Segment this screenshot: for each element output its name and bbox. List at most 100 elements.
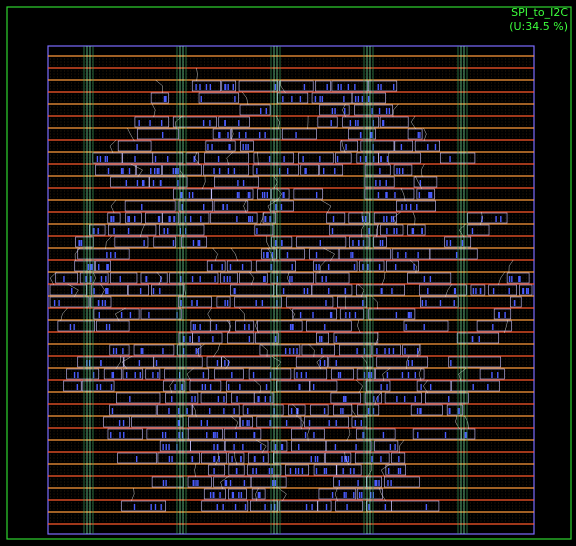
wire [100,283,105,298]
design-name: SPI_to_I2C [511,6,568,19]
wire [297,415,304,430]
cell [238,80,279,92]
wire [445,283,453,298]
cell [348,212,370,224]
cell [365,380,391,392]
cell [89,224,106,236]
cell [331,368,354,380]
wire [207,307,212,322]
wire [255,319,259,334]
cell [96,320,130,332]
cell [109,404,157,416]
cell [286,296,334,308]
cell [467,212,508,224]
cell [339,344,372,356]
wire [342,103,346,118]
cell [292,308,337,320]
cell [210,212,258,224]
wire [226,319,231,334]
cell [493,308,512,320]
cell [136,164,162,176]
cell [145,212,163,224]
cell [107,428,143,440]
cell [216,296,231,308]
cell [313,260,358,272]
cell [451,380,500,392]
cell [285,464,309,476]
wire [420,163,425,178]
wire [287,271,291,286]
cell [164,368,210,380]
wire [253,379,262,394]
core-boundary [47,45,535,535]
cell [293,368,328,380]
wire [406,355,410,370]
cell [373,212,397,224]
cell [295,356,329,368]
cell [228,464,245,476]
wire [392,211,401,226]
cell [204,152,249,164]
wire [255,439,267,454]
cell [356,368,376,380]
cell [140,272,168,284]
power-stripes [83,46,468,534]
cell [145,368,161,380]
cell [476,320,512,332]
cell [378,152,421,164]
cell [510,296,522,308]
cell [93,308,140,320]
wire [387,151,390,166]
cell [187,428,223,440]
cell [419,284,467,296]
wire [60,307,68,322]
cell [270,200,294,212]
wire [267,247,274,262]
wire [130,163,143,178]
cell [95,164,137,176]
cell [206,260,226,272]
cell [157,404,193,416]
cell [368,308,416,320]
cell [77,248,130,260]
cell [329,224,378,236]
wire [508,259,514,274]
cell [110,272,138,284]
cell [203,164,249,176]
cell [187,476,212,488]
cell [205,140,236,152]
cell [116,392,161,404]
cell [134,116,170,128]
wire [110,199,117,214]
cell [117,452,157,464]
cell [348,128,376,140]
cell [429,248,478,260]
cell [108,224,157,236]
wire [196,343,205,358]
cell [376,356,428,368]
cell [248,368,292,380]
cell [407,224,426,236]
cell [178,200,213,212]
cell [228,488,247,500]
wire [105,235,112,250]
wire [151,103,156,118]
cell [210,320,231,332]
cell [342,116,379,128]
wire [361,211,366,226]
cell [374,440,399,452]
wire [186,367,195,382]
cell [310,404,329,416]
cell [214,176,259,188]
cell [359,260,385,272]
wire [334,487,338,502]
cell [198,92,239,104]
wire [234,451,238,466]
wire [480,211,483,226]
wire [169,379,175,394]
cell [159,224,205,236]
wire [213,343,220,358]
cell [448,356,501,368]
cell [224,440,269,452]
